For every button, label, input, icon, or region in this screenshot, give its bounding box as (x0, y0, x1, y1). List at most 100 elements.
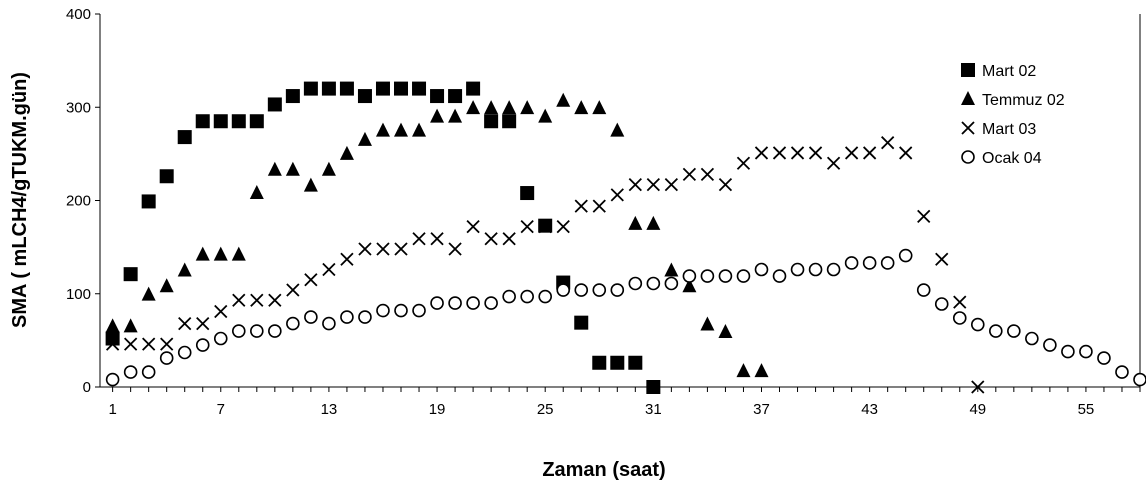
data-point-temmuz-02 (249, 185, 264, 200)
x-tick-label: 13 (321, 401, 338, 418)
series-mart-03 (105, 136, 985, 394)
data-point-ocak-04 (520, 289, 534, 304)
data-point-ocak-04 (123, 365, 138, 379)
x-tick-label: 1 (108, 401, 116, 418)
data-point-mart-03 (556, 219, 570, 234)
data-point-temmuz-02 (357, 131, 372, 146)
data-point-mart-03 (358, 242, 372, 256)
data-point-ocak-04 (466, 296, 480, 310)
data-point-mart-03 (394, 242, 408, 256)
data-point-temmuz-02 (484, 100, 499, 115)
data-point-temmuz-02 (538, 108, 553, 123)
data-point-temmuz-02 (502, 100, 517, 115)
data-point-ocak-04 (538, 289, 552, 304)
data-point-mart-03 (844, 146, 859, 160)
data-point-temmuz-02 (213, 246, 228, 261)
data-point-temmuz-02 (574, 100, 589, 115)
data-point-ocak-04 (268, 324, 282, 338)
data-point-mart-02 (177, 130, 192, 145)
data-point-mart-02 (412, 81, 427, 96)
data-point-mart-03 (772, 146, 787, 160)
data-point-ocak-04 (448, 296, 462, 310)
series-mart-02 (105, 81, 661, 394)
data-point-ocak-04 (340, 310, 354, 324)
data-point-mart-03 (124, 337, 138, 351)
data-point-ocak-04 (574, 283, 589, 297)
data-point-ocak-04 (105, 372, 120, 387)
data-point-mart-02 (213, 114, 228, 129)
data-point-ocak-04 (1007, 324, 1021, 338)
data-point-mart-03 (754, 146, 769, 160)
series-ocak-04 (105, 248, 1146, 387)
data-point-mart-02 (357, 89, 372, 104)
data-point-mart-03 (628, 178, 642, 192)
data-point-temmuz-02 (520, 100, 535, 115)
data-point-ocak-04 (970, 317, 985, 332)
data-point-mart-03 (971, 380, 985, 394)
data-point-mart-03 (718, 178, 733, 192)
data-point-mart-02 (105, 331, 120, 346)
data-point-mart-03 (286, 283, 300, 297)
data-point-mart-03 (304, 273, 318, 287)
data-point-mart-02 (303, 81, 318, 96)
data-point-mart-03 (790, 146, 805, 160)
data-point-temmuz-02 (105, 318, 120, 333)
data-point-temmuz-02 (430, 108, 445, 123)
data-point-mart-02 (375, 81, 390, 96)
data-point-mart-03 (520, 219, 534, 234)
data-point-ocak-04 (916, 283, 931, 297)
data-point-temmuz-02 (664, 262, 679, 277)
data-point-mart-03 (196, 316, 210, 331)
data-point-ocak-04 (1133, 372, 1146, 387)
data-point-temmuz-02 (339, 145, 354, 160)
data-point-mart-03 (700, 167, 715, 182)
data-point-temmuz-02 (700, 316, 715, 331)
data-point-mart-03 (808, 146, 823, 160)
data-point-mart-02 (574, 315, 589, 330)
data-point-mart-02 (195, 114, 210, 129)
data-point-ocak-04 (862, 256, 877, 270)
legend-marker-temmuz-02 (961, 91, 975, 105)
data-point-mart-03 (430, 232, 444, 246)
data-point-temmuz-02 (736, 363, 751, 378)
data-point-mart-03 (484, 232, 498, 246)
data-point-mart-03 (574, 199, 588, 213)
x-axis-title: Zaman (saat) (542, 459, 665, 481)
tick-labels: 0 100 200 300 400 1 7 13 19 25 31 37 43 49 55 (66, 6, 1094, 418)
legend: Mart 02 Temmuz 02 Mart 03 Ocak 04 (961, 63, 1065, 167)
data-point-ocak-04 (880, 256, 895, 270)
data-point-temmuz-02 (556, 92, 571, 107)
data-point-mart-03 (412, 232, 426, 246)
data-point-mart-03 (899, 146, 913, 160)
data-point-mart-03 (322, 262, 336, 277)
data-point-mart-02 (646, 380, 661, 394)
data-point-mart-02 (267, 97, 282, 112)
data-point-mart-03 (466, 219, 480, 234)
data-point-mart-03 (142, 337, 156, 351)
data-point-mart-03 (881, 136, 895, 150)
data-point-mart-03 (664, 178, 679, 192)
data-point-ocak-04 (610, 283, 625, 297)
data-point-temmuz-02 (646, 215, 661, 230)
data-point-temmuz-02 (592, 100, 607, 115)
data-point-mart-02 (610, 355, 625, 370)
y-tick-label: 100 (66, 286, 91, 303)
data-point-ocak-04 (394, 303, 408, 318)
legend-label-temmuz-02: Temmuz 02 (982, 92, 1065, 109)
data-point-ocak-04 (1025, 331, 1039, 346)
data-point-temmuz-02 (375, 122, 390, 137)
data-point-mart-03 (682, 167, 697, 182)
x-tick-label: 31 (645, 401, 662, 418)
legend-label-mart-03: Mart 03 (982, 121, 1036, 138)
x-tick-label: 37 (753, 401, 770, 418)
data-point-ocak-04 (682, 269, 697, 283)
y-tick-label: 0 (83, 379, 91, 396)
data-point-temmuz-02 (123, 318, 138, 333)
data-point-ocak-04 (304, 310, 318, 324)
data-point-ocak-04 (195, 338, 210, 352)
data-point-ocak-04 (592, 283, 607, 297)
data-point-ocak-04 (358, 310, 372, 324)
data-point-mart-03 (610, 188, 624, 202)
data-point-mart-02 (231, 114, 246, 129)
